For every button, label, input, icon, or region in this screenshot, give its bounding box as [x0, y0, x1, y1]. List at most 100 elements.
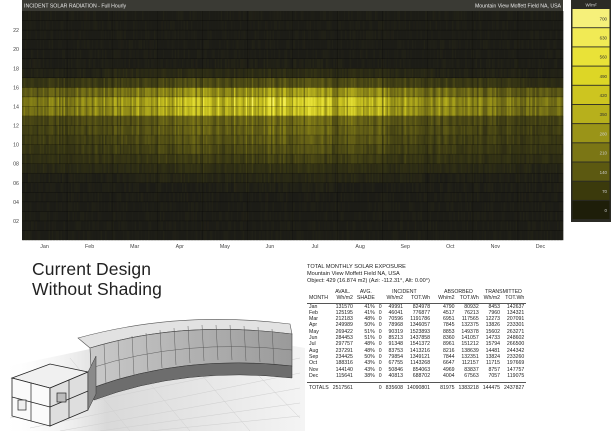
heatmap-cell [122, 77, 125, 88]
heatmap-cell [198, 192, 201, 203]
heatmap-cell [165, 154, 168, 164]
heatmap-cell [48, 173, 51, 183]
heatmap-cell [128, 39, 131, 50]
heatmap-cell [158, 211, 161, 222]
heatmap-cell [99, 135, 101, 145]
heatmap-cell [133, 125, 135, 136]
heatmap-cell [94, 201, 97, 212]
heatmap-cell [116, 182, 119, 193]
heatmap-cell [205, 144, 208, 155]
heatmap-cell [179, 39, 181, 50]
heatmap-cell [150, 211, 153, 222]
heatmap-cell [223, 182, 226, 193]
heatmap-cell [97, 39, 100, 50]
heatmap-cell [300, 220, 303, 231]
heatmap-cell [140, 163, 143, 174]
heatmap-cell [259, 20, 261, 31]
heatmap-cell [36, 201, 39, 212]
heatmap-cell [222, 87, 224, 98]
heatmap-cell [309, 106, 312, 117]
heatmap-cell [122, 87, 125, 98]
heatmap-cell [59, 11, 61, 21]
heatmap-cell [84, 11, 87, 21]
heatmap-cell [170, 96, 173, 107]
heatmap-cell [273, 20, 276, 31]
heatmap-cell [84, 192, 87, 203]
heatmap-cell [26, 96, 29, 107]
heatmap-cell [328, 96, 331, 107]
heatmap-cell [54, 106, 57, 117]
heatmap-cell [48, 20, 51, 31]
heatmap-cell [198, 211, 201, 222]
heatmap-cell [251, 96, 254, 107]
heatmap-cell [260, 58, 263, 69]
heatmap-cell [155, 144, 158, 155]
heatmap-cell [64, 192, 67, 203]
heatmap-cell [109, 182, 112, 193]
heatmap-cell [155, 163, 158, 174]
heatmap-cell [225, 154, 227, 164]
heatmap-cell [136, 144, 138, 155]
heatmap-cell [313, 30, 316, 40]
heatmap-cell [244, 192, 247, 203]
heatmap-cell [322, 125, 325, 136]
heatmap-cell [57, 106, 60, 117]
heatmap-cell [193, 87, 196, 98]
heatmap-cell [60, 20, 63, 31]
heatmap-cell [222, 230, 224, 241]
heatmap-cell [94, 39, 97, 50]
heatmap-cell [136, 220, 138, 231]
heatmap-cell [57, 154, 60, 164]
heatmap-cell [327, 220, 330, 231]
heatmap-cell [306, 77, 309, 88]
heatmap-cell [247, 20, 250, 31]
heatmap-cell [201, 115, 204, 126]
heatmap-cell [41, 144, 44, 155]
heatmap-cell [67, 125, 70, 136]
heatmap-cell [241, 182, 244, 193]
heatmap-cell [198, 20, 201, 31]
heatmap-cell [36, 211, 39, 222]
heatmap-cell [84, 39, 87, 50]
heatmap-cell [235, 30, 238, 40]
heatmap-cell [39, 135, 42, 145]
heatmap-cell [208, 30, 211, 40]
heatmap-cell [263, 77, 266, 88]
heatmap-cell [63, 163, 66, 174]
heatmap-cell [99, 11, 101, 21]
heatmap-cell [88, 68, 91, 78]
heatmap-cell [64, 230, 67, 241]
heatmap-cell [235, 173, 238, 183]
heatmap-cell [106, 30, 109, 40]
heatmap-cell [236, 49, 239, 59]
heatmap-cell [186, 125, 189, 136]
heatmap-cell [244, 49, 247, 59]
heatmap-cell [73, 68, 76, 78]
heatmap-cell [211, 20, 214, 31]
heatmap-cell [193, 68, 196, 78]
heatmap-cell [300, 211, 303, 222]
heatmap-cell [204, 211, 207, 222]
heatmap-cell [202, 173, 205, 183]
heatmap-cell [130, 230, 133, 241]
heatmap-cell [115, 192, 118, 203]
heatmap-cell [96, 96, 98, 107]
heatmap-cell [128, 211, 131, 222]
heatmap-cell [211, 144, 214, 155]
heatmap-cell [285, 115, 288, 126]
heatmap-cell [189, 115, 192, 126]
heatmap-cell [87, 58, 90, 69]
heatmap-cell [97, 173, 100, 183]
heatmap-cell [229, 211, 232, 222]
heatmap-cell [173, 201, 176, 212]
heatmap-cell [275, 201, 278, 212]
heatmap-cell [53, 135, 55, 145]
heatmap-cell [33, 163, 36, 174]
heatmap-cell [222, 58, 224, 69]
heatmap-cell [94, 125, 97, 136]
heatmap-cell [62, 135, 64, 145]
heatmap-cell [106, 106, 109, 117]
heatmap-cell [225, 230, 227, 241]
heatmap-cell [322, 192, 325, 203]
heatmap-cell [100, 163, 103, 174]
